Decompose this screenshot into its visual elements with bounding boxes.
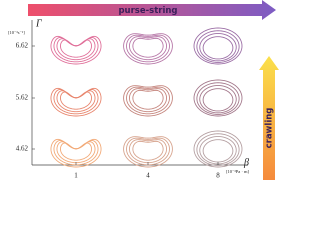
cell-contour [126,86,170,115]
cell-contour [193,27,243,65]
right-arrow [259,56,279,180]
cell-contour [202,88,234,112]
cell-contour [132,140,164,161]
cell-contour [128,36,168,61]
cell-contour [128,139,168,164]
cell-contour [123,33,173,65]
cell-contour [132,89,164,110]
y-tick-label: 4.62 [16,145,29,153]
cell-contour [53,89,99,115]
x-axis-unit: [10⁻³Pa · m] [226,169,249,174]
cell-contour [60,142,92,161]
cell-contour [199,33,237,62]
cell-contour [199,136,237,165]
cell-contour [196,82,240,115]
top-arrow-label: purse-string [118,6,177,16]
cell-contour [128,88,168,113]
cell-contour [56,141,96,164]
cell-contour [193,79,243,117]
x-axis-label: β [243,157,249,168]
cell-contour [196,133,240,166]
cell-contour [60,91,92,110]
cell-contour [202,36,234,60]
cell-contour [56,38,96,61]
cell-contour [193,130,243,168]
cell-contour [60,39,92,58]
top-arrow [28,0,276,20]
cell-contour [123,85,173,117]
cell-contour [123,136,173,168]
y-tick-label: 6.62 [16,42,29,50]
x-tick-label: 1 [74,172,78,180]
y-axis-label: Γ [35,18,42,29]
cell-contour [202,139,234,163]
y-tick-label: 5.62 [16,94,29,102]
cell-contour [53,140,99,166]
x-tick-label: 4 [146,172,150,180]
x-tick-label: 8 [216,172,220,180]
cell-contour [199,85,237,114]
right-arrow-label: crawling [265,108,275,149]
cell-contour [53,37,99,63]
cell-contour [132,37,164,58]
cell-contour [126,34,170,63]
y-axis-unit: [10⁻³s⁻¹] [8,30,25,35]
figure: purse-string crawling Γ [10⁻³s⁻¹] β [10⁻… [8,0,279,180]
cell-contour [56,90,96,113]
cell-contour [126,137,170,166]
cell-contour [196,30,240,63]
